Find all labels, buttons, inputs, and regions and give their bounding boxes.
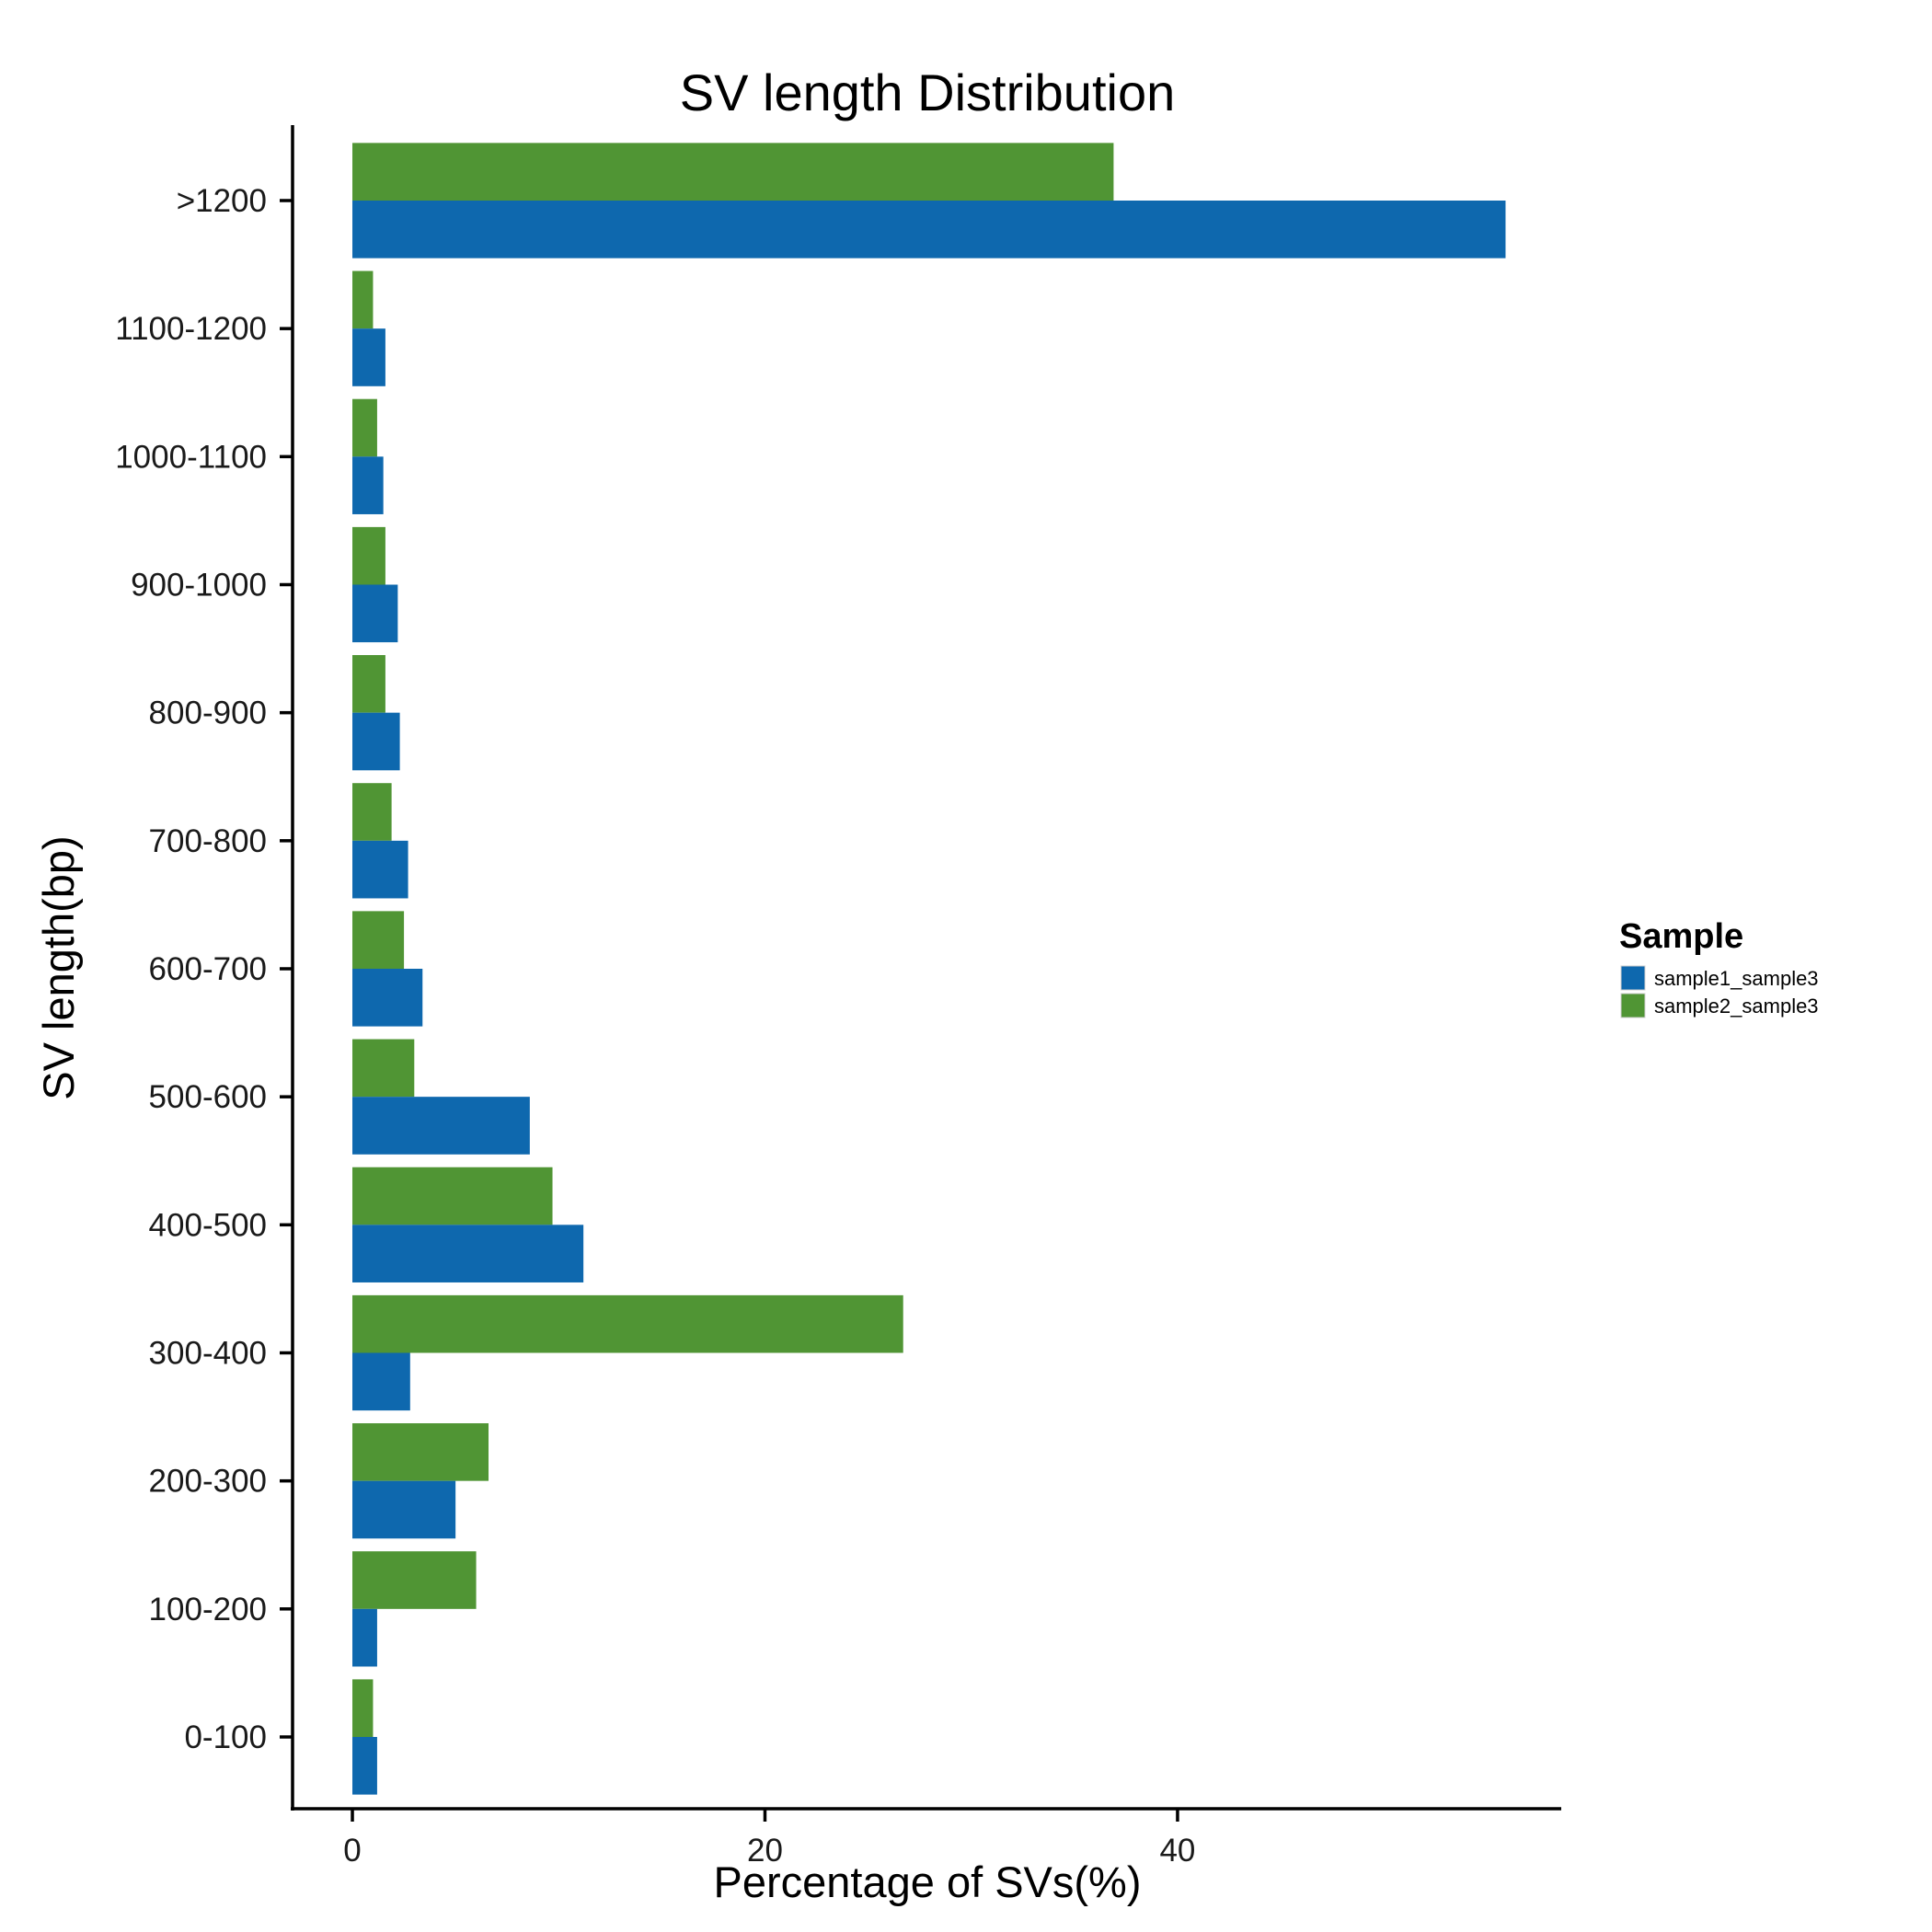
legend-swatch [1620,965,1646,991]
x-tick-label: 20 [747,1833,783,1869]
bar-sample2-5 [352,1039,415,1098]
y-tick-label: 600-700 [149,951,267,987]
x-axis-ticks: 0 20 40 [343,1809,1195,1869]
bar-sample1-11 [352,328,385,386]
y-tick-label: 500-600 [149,1079,267,1115]
y-tick-label: 1000-1100 [115,439,267,475]
bar-sample2-6 [352,911,405,969]
bar-sample2-0 [352,1679,374,1737]
legend: Sample sample1_sample3 sample2_sample3 [1619,917,1819,1018]
bar-sample2-8 [352,655,385,713]
bar-sample2-1 [352,1551,477,1609]
bar-sample2-9 [352,526,385,585]
bar-sample2-3 [352,1294,903,1353]
y-tick-label: 800-900 [149,696,267,731]
bar-sample2-4 [352,1167,553,1225]
y-tick-label: 200-300 [149,1464,267,1500]
y-tick-label: 100-200 [149,1592,267,1627]
legend-swatch [1620,993,1646,1018]
legend-title: Sample [1619,917,1743,956]
x-axis-title: Percentage of SVs(%) [714,1857,1142,1906]
y-axis-ticks: 0-100 100-200 200-300 300-400 400-500 500-600… [115,183,293,1755]
bar-sample1-1 [352,1608,377,1667]
x-tick-label: 40 [1159,1833,1195,1869]
bar-sample1-12 [352,201,1506,259]
y-tick-label: 0-100 [184,1719,267,1755]
bar-sample2-11 [352,270,374,329]
y-tick-label: 900-1000 [131,568,267,604]
chart-title: SV length Distribution [680,63,1176,121]
bar-sample2-2 [352,1423,489,1481]
y-tick-label: 700-800 [149,823,267,859]
bar-sample1-9 [352,584,398,643]
bars-layer [352,143,1506,1795]
y-tick-label: >1200 [177,183,267,219]
y-axis-title: SV length(bp) [34,835,83,1099]
bar-sample2-10 [352,398,377,457]
y-tick-label: 1100-1200 [115,311,267,347]
y-tick-label: 300-400 [149,1336,267,1372]
bar-sample1-10 [352,456,384,514]
y-tick-label: 400-500 [149,1207,267,1243]
bar-sample1-8 [352,712,400,771]
x-tick-label: 0 [343,1833,361,1869]
bar-sample2-12 [352,143,1114,201]
bar-sample1-4 [352,1225,584,1282]
bar-sample1-3 [352,1352,410,1411]
bar-sample2-7 [352,783,392,841]
bar-sample1-5 [352,1097,530,1155]
bar-sample1-0 [352,1737,377,1795]
bar-sample1-6 [352,969,423,1027]
legend-label: sample1_sample3 [1654,967,1819,990]
legend-label: sample2_sample3 [1654,995,1819,1018]
bar-sample1-2 [352,1480,456,1539]
bar-sample1-7 [352,840,408,899]
